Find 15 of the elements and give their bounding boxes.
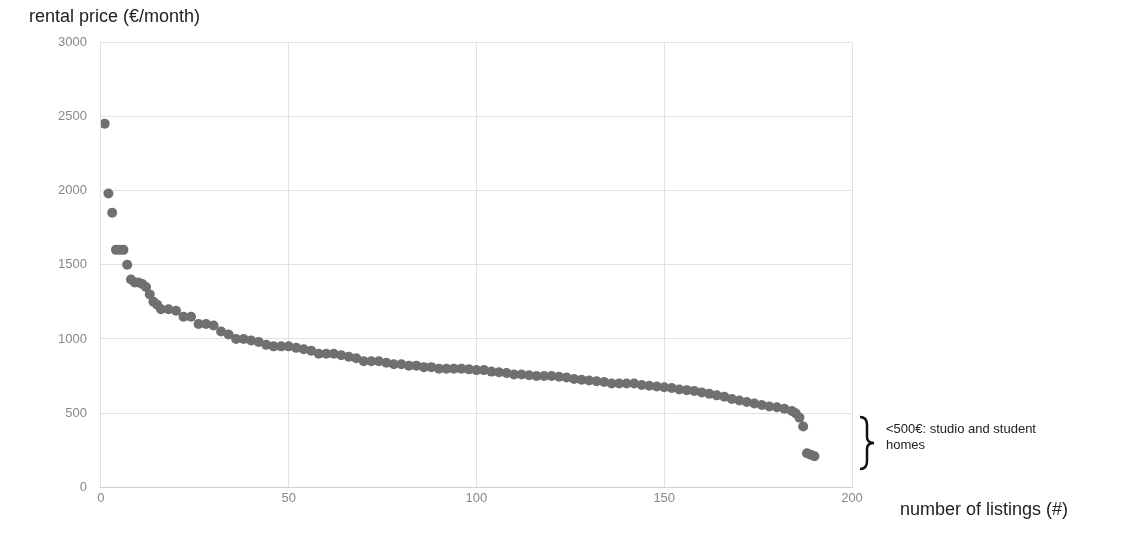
x-tick-label: 200	[841, 489, 863, 505]
y-tick-label: 1000	[58, 330, 87, 346]
y-tick-label: 2500	[58, 107, 87, 123]
y-tick-label: 500	[65, 404, 87, 420]
x-tick-label: 100	[465, 489, 488, 505]
x-axis-title: number of listings (#)	[900, 499, 1069, 521]
y-tick-label: 3000	[58, 33, 87, 49]
y-tick-label: 1500	[58, 256, 87, 272]
y-axis-title: rental price (€/month)	[28, 6, 200, 27]
y-tick-label: 0	[79, 478, 87, 494]
text: <500€: studio and student homes	[886, 421, 1037, 454]
y-tick-label: 2000	[58, 182, 87, 198]
x-tick-label: 150	[653, 489, 676, 505]
x-tick-label: 50	[281, 489, 296, 505]
x-tick-label: 0	[97, 489, 105, 505]
